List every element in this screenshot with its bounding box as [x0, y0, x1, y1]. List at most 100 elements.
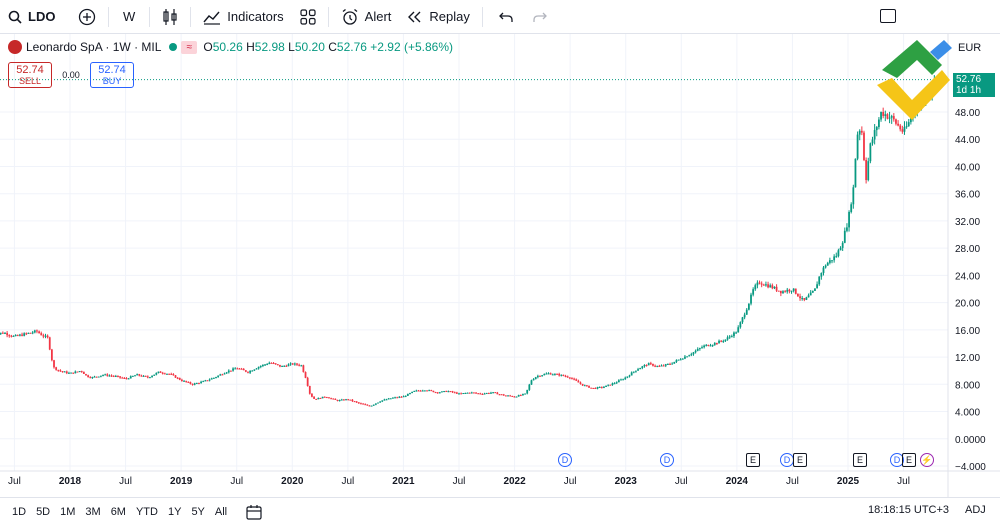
candle-body: [831, 260, 833, 262]
candle-body: [323, 396, 326, 398]
range-button[interactable]: 6M: [110, 505, 126, 518]
candle-body: [55, 367, 58, 370]
dividend-event-icon[interactable]: D: [660, 453, 674, 467]
candle-body: [125, 378, 128, 380]
top-toolbar: LDO W Indicators Alert Replay: [0, 0, 1000, 34]
clock-label[interactable]: 18:18:15 UTC+3: [868, 504, 950, 516]
range-button[interactable]: 5D: [36, 505, 51, 518]
undo-button[interactable]: [487, 0, 525, 34]
candle-body: [888, 117, 891, 119]
layout-button[interactable]: [880, 9, 896, 23]
alert-button[interactable]: Alert: [333, 0, 400, 34]
candle-body: [703, 345, 706, 348]
candle-body: [632, 371, 635, 373]
candle-body: [338, 400, 341, 402]
dividend-event-icon[interactable]: D: [780, 453, 794, 467]
currency-label[interactable]: EUR: [958, 42, 982, 54]
alert-label: Alert: [364, 9, 392, 24]
candle-body: [50, 349, 53, 361]
candle-body: [637, 369, 639, 371]
range-button[interactable]: 1M: [60, 505, 76, 518]
sell-button[interactable]: 52.74 SELL: [8, 62, 52, 88]
earnings-event-icon[interactable]: E: [853, 453, 867, 467]
candle-body: [102, 374, 104, 376]
candle-body: [451, 391, 454, 393]
candle-body: [195, 383, 198, 385]
dividend-event-icon[interactable]: D: [890, 453, 904, 467]
range-button[interactable]: 1D: [12, 505, 27, 518]
candle-body: [460, 393, 463, 395]
candle-body: [909, 118, 912, 123]
candle-body: [244, 370, 247, 372]
candle-body: [166, 373, 168, 375]
time-tick-label: 2025: [837, 476, 860, 487]
compare-button[interactable]: [70, 0, 104, 34]
candle-body: [396, 397, 399, 399]
candle-body: [44, 335, 47, 337]
candle-body: [287, 364, 290, 367]
interval-button[interactable]: W: [123, 9, 136, 24]
templates-button[interactable]: [292, 0, 324, 34]
candle-body: [536, 375, 539, 378]
candle-body: [0, 332, 2, 334]
symbol-search[interactable]: LDO: [0, 0, 70, 34]
candle-body: [843, 230, 846, 243]
replay-button[interactable]: Replay: [399, 0, 477, 34]
redo-button[interactable]: [525, 0, 555, 34]
candle-body: [677, 359, 680, 361]
candle-body: [639, 368, 642, 370]
company-logo-icon: [8, 40, 22, 54]
candle-body: [473, 392, 475, 394]
range-button[interactable]: 5Y: [191, 505, 205, 518]
candle-body: [441, 391, 443, 393]
candle-body: [283, 365, 286, 367]
chart-legend: Leonardo SpA · 1W · MIL ≈ O50.26 H52.98 …: [8, 40, 453, 54]
indicators-button[interactable]: Indicators: [195, 0, 291, 34]
candle-body: [743, 314, 746, 318]
candle-body: [628, 375, 631, 377]
candle-body: [630, 372, 633, 376]
candle-body: [198, 383, 200, 385]
candle-body: [598, 386, 601, 388]
candle-body: [4, 333, 6, 335]
candle-body: [311, 393, 313, 397]
range-button[interactable]: 3M: [85, 505, 101, 518]
candle-body: [419, 390, 422, 392]
earnings-event-icon[interactable]: E: [746, 453, 760, 467]
split-event-icon[interactable]: ⚡: [920, 453, 934, 467]
candle-body: [274, 363, 277, 365]
range-button[interactable]: All: [214, 505, 228, 518]
adj-toggle[interactable]: ADJ: [965, 504, 986, 516]
candle-body: [387, 398, 390, 400]
calendar-icon[interactable]: [246, 504, 262, 520]
redo-icon: [533, 12, 547, 22]
price-chart[interactable]: 48.00 44.00 40.00 36.00 32.00 28.00 24.00 20.00…: [0, 34, 1000, 497]
dividend-event-icon[interactable]: D: [558, 453, 572, 467]
range-button[interactable]: 1Y: [167, 505, 182, 518]
earnings-event-icon[interactable]: E: [902, 453, 916, 467]
time-tick-label: 2021: [392, 476, 415, 487]
candle-body: [609, 384, 612, 386]
candle-body: [722, 341, 725, 343]
candle-body: [48, 337, 51, 350]
divider: [481, 6, 483, 27]
price-tick-label: 48.00: [955, 108, 980, 119]
candle-body: [279, 364, 281, 367]
buy-button[interactable]: 52.74 BUY: [90, 62, 134, 88]
candle-body: [558, 373, 561, 376]
candle-body: [556, 373, 558, 375]
candle-body: [247, 371, 249, 373]
price-tick-label: 4.000: [955, 408, 980, 419]
open-value: 50.26: [212, 40, 243, 54]
candle-body: [773, 286, 776, 289]
candle-body: [575, 379, 578, 381]
price-tick-label: 8.000: [955, 380, 980, 391]
candle-body: [161, 372, 164, 374]
earnings-event-icon[interactable]: E: [793, 453, 807, 467]
legend-title[interactable]: Leonardo SpA · 1W · MIL: [26, 40, 162, 54]
range-button[interactable]: YTD: [135, 505, 158, 518]
time-tick-label: 2024: [726, 476, 749, 487]
chart-type-button[interactable]: [154, 0, 186, 34]
candle-body: [368, 405, 371, 407]
candle-body: [193, 383, 196, 385]
